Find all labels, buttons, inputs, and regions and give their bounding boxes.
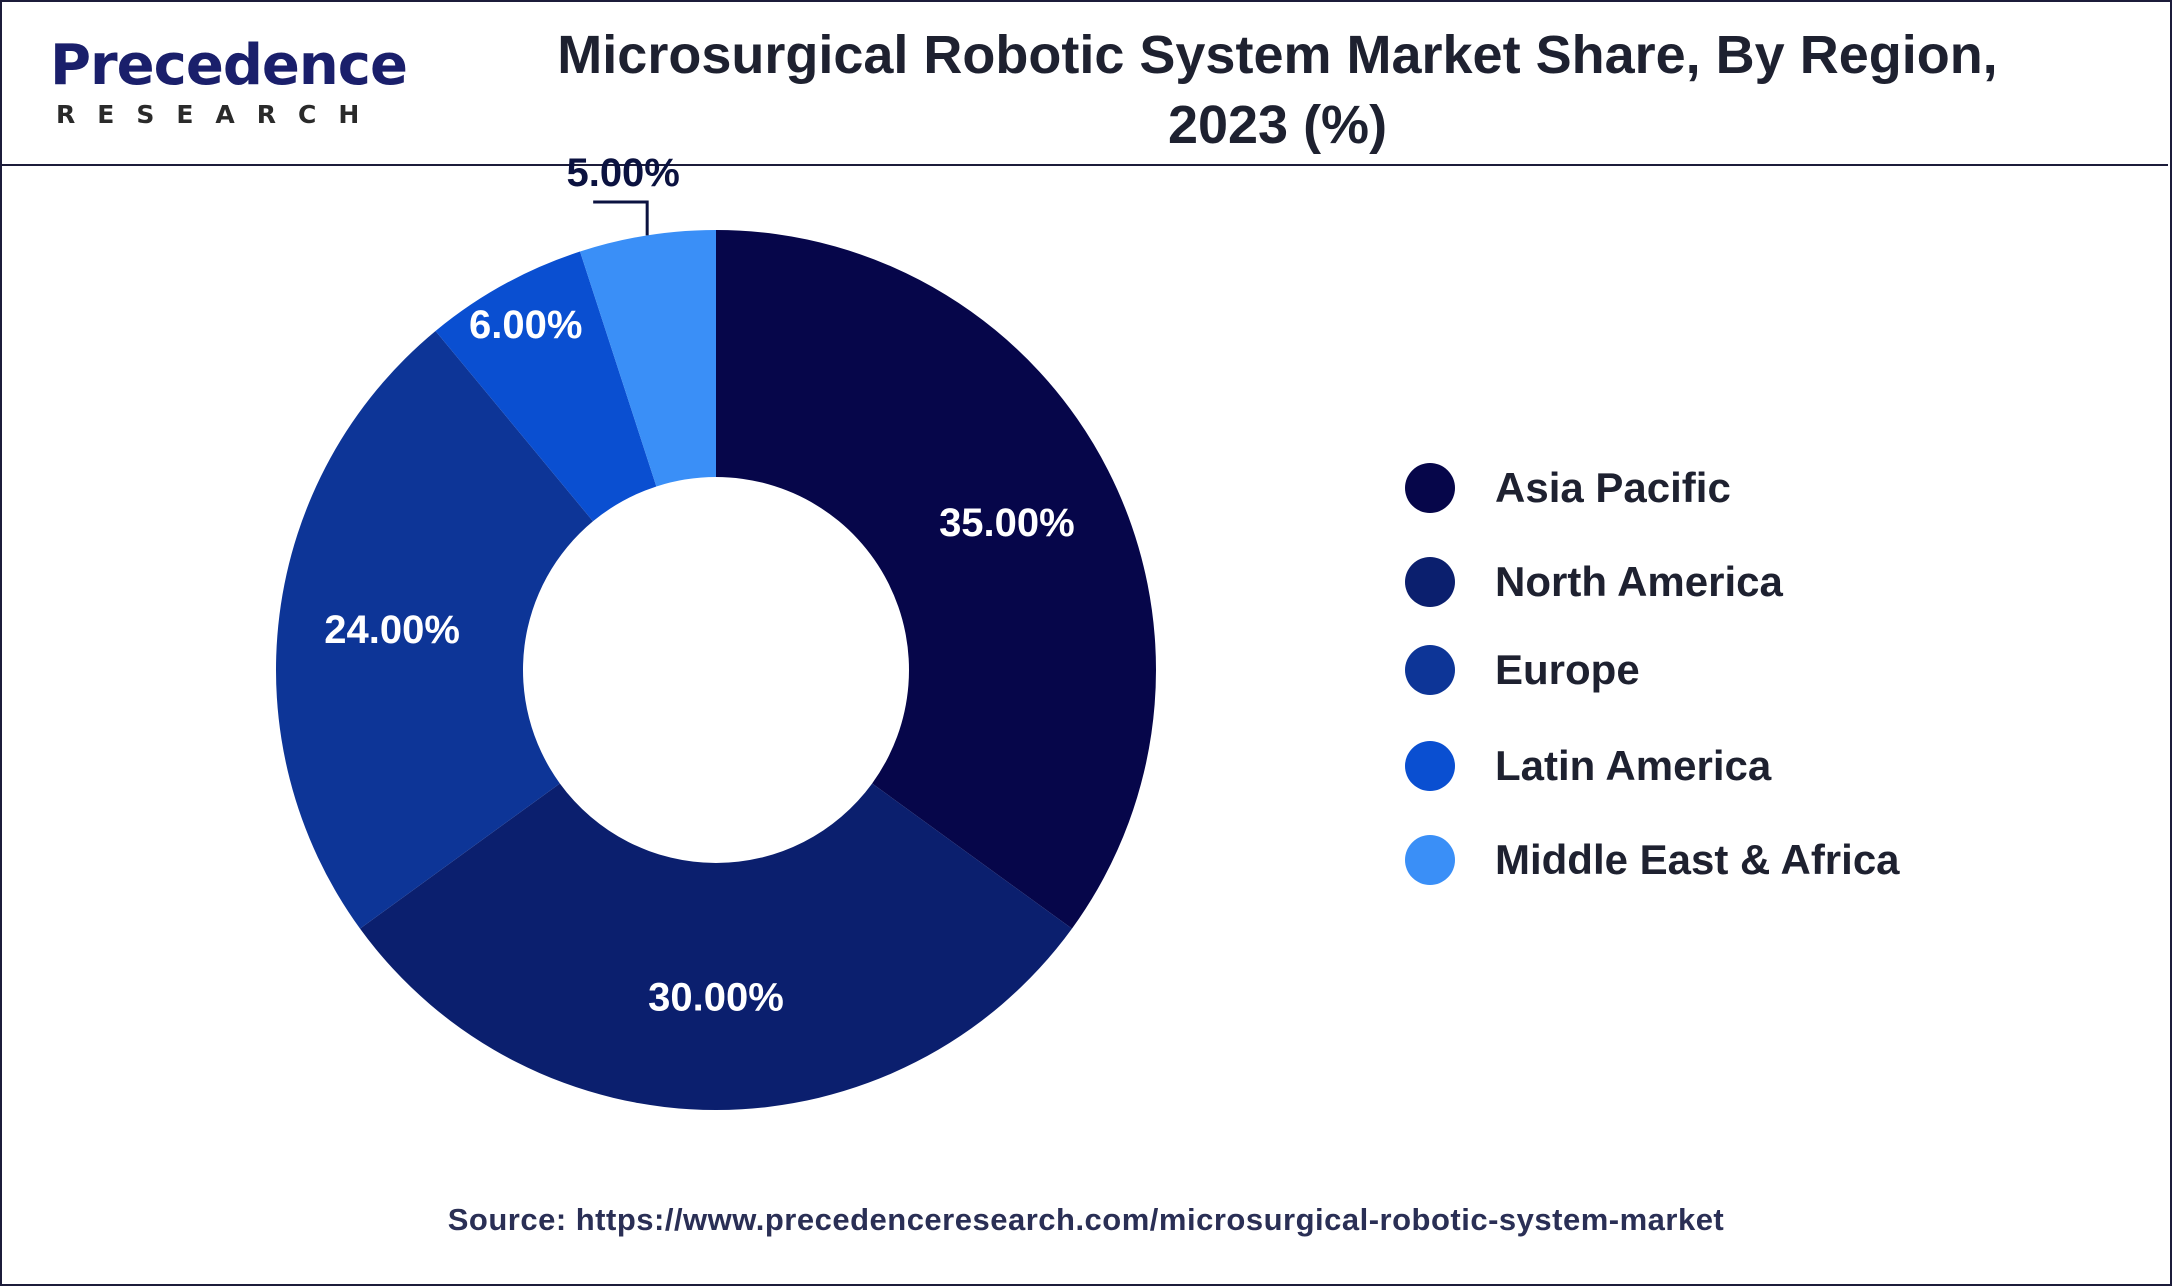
- slice-label: 6.00%: [469, 303, 582, 347]
- legend-label: Latin America: [1495, 742, 1772, 789]
- slice-label: 35.00%: [939, 501, 1075, 545]
- slice-north-america: [360, 783, 1072, 1110]
- brand-sub: RESEARCH: [56, 100, 382, 129]
- legend-swatch: [1405, 645, 1455, 695]
- legend-swatch: [1405, 557, 1455, 607]
- slice-label: 5.00%: [566, 151, 679, 195]
- source-note: Source: https://www.precedenceresearch.c…: [447, 1202, 1725, 1237]
- leader-line: [593, 200, 649, 236]
- donut-slices: [276, 230, 1156, 1110]
- brand-name: Precedence: [50, 33, 408, 98]
- chart-title: Microsurgical Robotic System Market Shar…: [520, 20, 2035, 160]
- legend-swatch: [1405, 463, 1455, 513]
- legend-swatch: [1405, 741, 1455, 791]
- header: Precedence RESEARCH Microsurgical Roboti…: [0, 0, 2168, 166]
- legend-swatch: [1405, 835, 1455, 885]
- chart-title-line-2: 2023 (%): [1167, 95, 1388, 155]
- slice-labels: 35.00% 30.00% 24.00% 6.00% 5.00%: [324, 151, 1075, 1020]
- legend-label: North America: [1495, 558, 1783, 605]
- legend-label: Middle East & Africa: [1495, 836, 1900, 883]
- slice-latin-america: [435, 251, 657, 522]
- slice-label: 24.00%: [324, 608, 460, 652]
- slice-label: 30.00%: [648, 976, 784, 1020]
- brand-logo: Precedence RESEARCH: [50, 38, 408, 138]
- slice-middle-east-africa: [580, 230, 716, 487]
- chart-title-line-1: Microsurgical Robotic System Market Shar…: [557, 25, 1998, 85]
- legend-label: Europe: [1495, 646, 1640, 693]
- callout-leader: [593, 200, 649, 236]
- slice-asia-pacific: [716, 230, 1156, 929]
- legend-label: Asia Pacific: [1495, 464, 1731, 511]
- slice-europe: [276, 330, 593, 929]
